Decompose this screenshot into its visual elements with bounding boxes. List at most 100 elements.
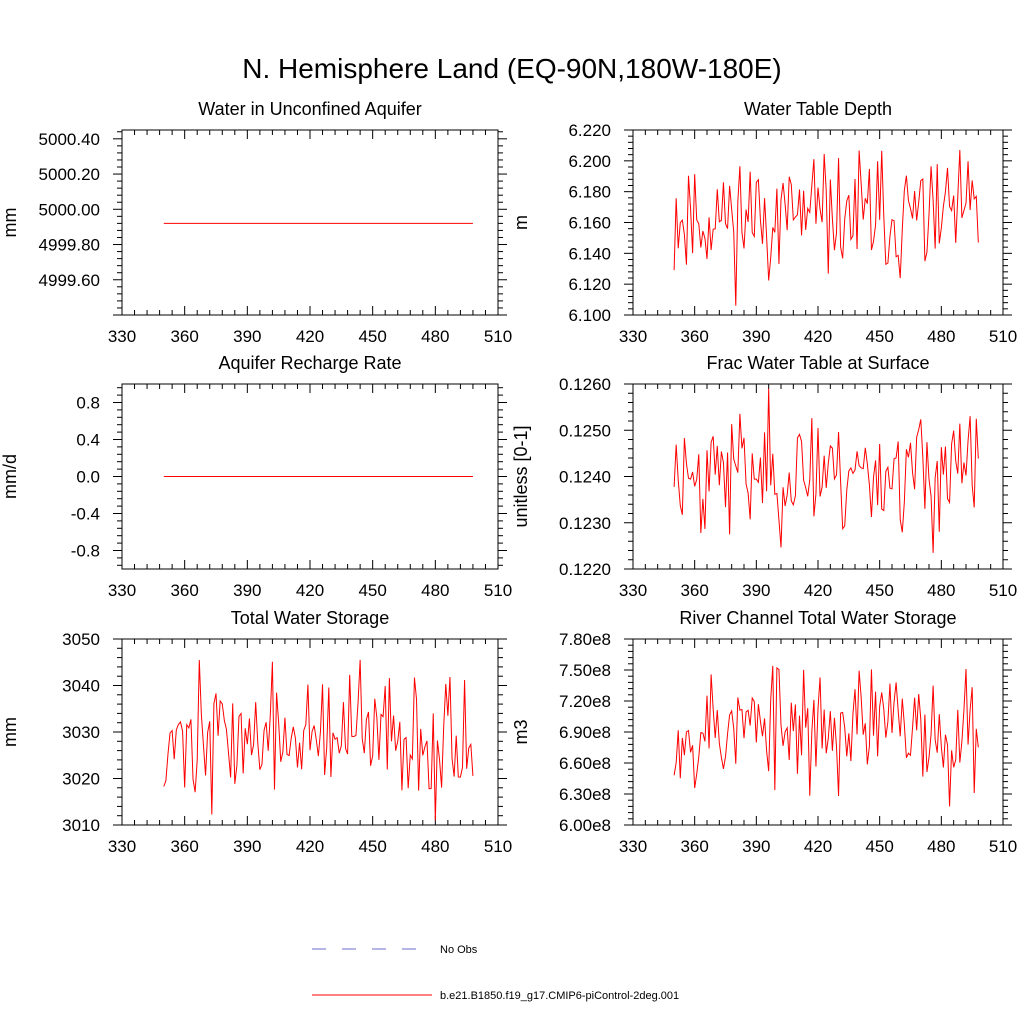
y-tick-label: 6.00e8 xyxy=(559,816,611,835)
panel-total-water-storage: Total Water Storage mm 330 360 390 420 450 480 5… xyxy=(0,608,512,856)
panel-title: Frac Water Table at Surface xyxy=(706,353,929,373)
x-tick-label: 510 xyxy=(989,581,1017,600)
panels: Water in Unconfined Aquifer mm 330 360 390 42… xyxy=(0,99,1017,856)
y-tick-label: 0.8 xyxy=(76,394,100,413)
y-axis-label: m3 xyxy=(511,719,531,744)
y-tick-label: 5000.40 xyxy=(39,130,100,149)
y-tick-label: 3030 xyxy=(62,723,100,742)
x-tick-label: 390 xyxy=(233,581,261,600)
y-tick-label: 7.20e8 xyxy=(559,692,611,711)
y-tick-label: 3040 xyxy=(62,677,100,696)
x-tick-label: 390 xyxy=(742,581,770,600)
panel-title: Water Table Depth xyxy=(744,99,892,119)
x-tick-label: 420 xyxy=(296,581,324,600)
y-tick-label: 0.0 xyxy=(76,468,100,487)
x-tick-label: 360 xyxy=(680,581,708,600)
y-tick-label: 0.1250 xyxy=(559,421,611,440)
panel-water-table-depth: Water Table Depth m 330 360 390 420 450 480 510 6… xyxy=(511,99,1017,346)
legend-label-model: b.e21.B1850.f19_g17.CMIP6-piControl-2deg… xyxy=(440,990,679,1002)
y-tick-label: 0.4 xyxy=(76,431,100,450)
x-tick-label: 420 xyxy=(296,837,324,856)
x-tick-label: 480 xyxy=(927,837,955,856)
y-tick-label: 0.1240 xyxy=(559,468,611,487)
x-tick-label: 330 xyxy=(108,581,136,600)
x-tick-label: 330 xyxy=(108,327,136,346)
x-tick-label: 450 xyxy=(358,327,386,346)
x-tick-label: 360 xyxy=(170,581,198,600)
x-tick-label: 450 xyxy=(865,581,893,600)
x-tick-label: 450 xyxy=(358,837,386,856)
y-tick-label: 7.50e8 xyxy=(559,661,611,680)
y-tick-label: 6.220 xyxy=(568,121,611,140)
plot-frame xyxy=(121,129,499,316)
x-tick-label: 390 xyxy=(233,327,261,346)
x-tick-label: 420 xyxy=(804,581,832,600)
x-tick-label: 360 xyxy=(680,837,708,856)
y-tick-label: 3020 xyxy=(62,770,100,789)
y-axis-label: mm/d xyxy=(0,454,20,499)
x-tick-label: 450 xyxy=(358,581,386,600)
x-tick-label: 390 xyxy=(742,327,770,346)
x-tick-label: 450 xyxy=(865,837,893,856)
y-tick-label: 4999.80 xyxy=(39,236,100,255)
plot-frame xyxy=(121,638,499,826)
y-tick-label: 6.160 xyxy=(568,214,611,233)
series-line xyxy=(673,665,979,807)
panel-title: Aquifer Recharge Rate xyxy=(218,353,401,373)
y-tick-label: 7.80e8 xyxy=(559,630,611,649)
x-tick-label: 330 xyxy=(619,327,647,346)
panel-river-channel-total-water-storage: River Channel Total Water Storage m3 330 36… xyxy=(511,608,1017,856)
x-tick-label: 420 xyxy=(296,327,324,346)
y-tick-label: 6.60e8 xyxy=(559,754,611,773)
x-tick-label: 480 xyxy=(421,327,449,346)
panel-water-in-unconfined-aquifer: Water in Unconfined Aquifer mm 330 360 390 42… xyxy=(0,99,512,346)
x-tick-label: 330 xyxy=(619,581,647,600)
x-tick-label: 390 xyxy=(233,837,261,856)
y-tick-label: 6.30e8 xyxy=(559,785,611,804)
y-axis-label: mm xyxy=(0,717,20,747)
x-tick-label: 330 xyxy=(619,837,647,856)
legend: No Obs b.e21.B1850.f19_g17.CMIP6-piContr… xyxy=(312,944,679,1002)
y-tick-label: -0.8 xyxy=(71,542,100,561)
panel-title: River Channel Total Water Storage xyxy=(679,608,956,628)
y-tick-label: 5000.00 xyxy=(39,200,100,219)
x-tick-label: 480 xyxy=(927,327,955,346)
y-tick-label: 0.1260 xyxy=(559,375,611,394)
x-tick-label: 480 xyxy=(421,837,449,856)
legend-label-no-obs: No Obs xyxy=(440,944,478,956)
x-tick-label: 360 xyxy=(680,327,708,346)
y-tick-label: 0.1220 xyxy=(559,560,611,579)
panel-title: Water in Unconfined Aquifer xyxy=(198,99,421,119)
x-tick-label: 420 xyxy=(804,327,832,346)
y-tick-label: 6.180 xyxy=(568,183,611,202)
y-tick-label: 4999.60 xyxy=(39,271,100,290)
x-tick-label: 480 xyxy=(927,581,955,600)
y-tick-label: 6.100 xyxy=(568,306,611,325)
y-tick-label: 6.140 xyxy=(568,244,611,263)
y-tick-label: 5000.20 xyxy=(39,165,100,184)
y-tick-label: 6.200 xyxy=(568,152,611,171)
x-tick-label: 450 xyxy=(865,327,893,346)
x-tick-label: 510 xyxy=(484,327,512,346)
x-tick-label: 510 xyxy=(484,837,512,856)
y-tick-label: 3050 xyxy=(62,630,100,649)
y-tick-label: 6.90e8 xyxy=(559,723,611,742)
series-line xyxy=(163,659,474,821)
x-tick-label: 360 xyxy=(170,837,198,856)
x-tick-label: 330 xyxy=(108,837,136,856)
x-tick-label: 510 xyxy=(989,327,1017,346)
x-tick-label: 420 xyxy=(804,837,832,856)
x-tick-label: 510 xyxy=(989,837,1017,856)
x-tick-label: 510 xyxy=(484,581,512,600)
y-tick-label: -0.4 xyxy=(71,505,100,524)
series-line xyxy=(673,388,979,553)
y-tick-label: 0.1230 xyxy=(559,514,611,533)
y-axis-label: mm xyxy=(0,208,20,238)
main-title: N. Hemisphere Land (EQ-90N,180W-180E) xyxy=(242,53,782,84)
panel-aquifer-recharge-rate: Aquifer Recharge Rate mm/d 330 360 390 420 450… xyxy=(0,353,512,600)
panel-title: Total Water Storage xyxy=(231,608,389,628)
x-tick-label: 390 xyxy=(742,837,770,856)
x-tick-label: 480 xyxy=(421,581,449,600)
y-tick-label: 3010 xyxy=(62,816,100,835)
